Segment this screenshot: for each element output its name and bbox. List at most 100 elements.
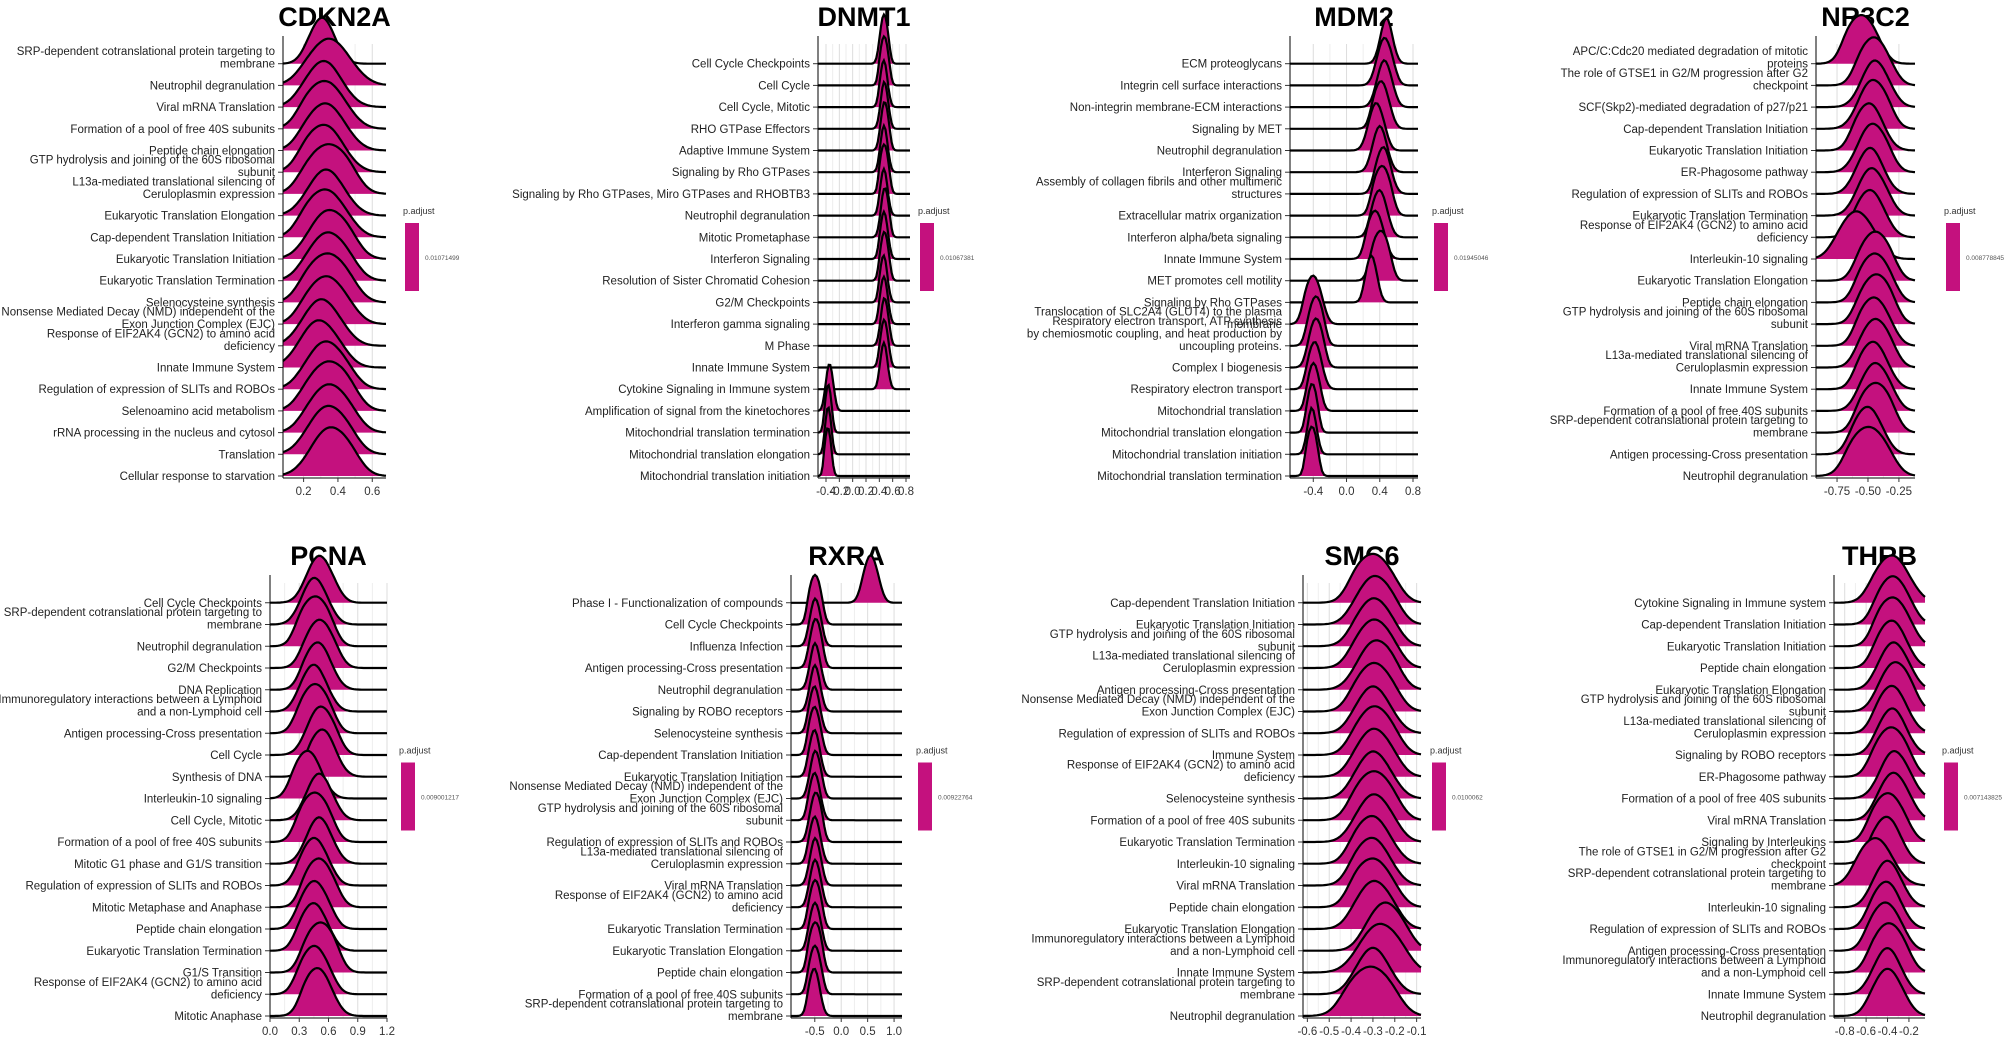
pathway-label: Interferon alpha/beta signaling [1127,232,1282,244]
x-tick-label: -0.4 [1341,1026,1361,1038]
ridge-line [1290,188,1418,239]
pathway-label: The role of GTSE1 in G2/M progression af… [1561,68,1808,80]
pathway-label: and a non-Lymphoid cell [137,707,262,719]
pathway-label: Cytokine Signaling in Immune system [1634,598,1826,610]
ridge-line [1303,727,1422,778]
ridge-line [1834,641,1926,691]
pathway-label: Interleukin-10 signaling [144,794,262,806]
pathway-label: Regulation of expression of SLITs and RO… [38,384,275,396]
pathway-label: Non-integrin membrane-ECM interactions [1070,102,1282,114]
pathway-label: Peptide chain elongation [657,968,783,980]
ridge-fill [818,319,910,368]
pathway-label: subunit [1789,707,1827,719]
pathway-label: Mitotic G1 phase and G1/S transition [74,859,262,871]
ridge-line [1303,639,1422,691]
ridge-line [818,166,910,217]
ridge-fill [270,596,387,647]
pathway-label: Viral mRNA Translation [664,881,783,893]
x-tick-label: 0.6 [885,486,901,498]
legend-value: 0.00922764 [938,795,973,802]
ridge-fill [791,969,902,1016]
pathway-label: Formation of a pool of free 40S subunits [1621,794,1826,806]
pathway-label: by chemiosmotic coupling, and heat produ… [1027,328,1282,340]
pathway-label: Response of EIF2AK4 (GCN2) to amino acid [1580,220,1808,232]
pathway-label: structures [1232,189,1283,201]
pathway-label: Signaling by ROBO receptors [632,707,783,719]
pathway-label: Complex I biogenesis [1172,363,1282,375]
ridge-line [818,209,910,261]
pathway-label: L13a-mediated translational silencing of [1092,651,1295,663]
ridge-line [791,617,902,670]
ridge-fill [818,298,910,346]
ridge-line [282,208,387,260]
pathway-label: Response of EIF2AK4 (GCN2) to amino acid [34,977,262,989]
ridge-line [818,187,910,239]
ridge-line [1834,859,1926,909]
ridge-fill [270,968,387,1016]
ridge-line [791,814,902,865]
ridge-line [1834,661,1926,713]
ridge-fill [283,144,386,194]
ridge-line [818,122,910,174]
pathway-label: deficiency [224,341,275,353]
pathway-label: The role of GTSE1 in G2/M progression af… [1579,846,1826,858]
ridge-fill [270,642,387,690]
ridge-line [1816,381,1916,434]
pathway-label: Formation of a pool of free 40S subunits [578,989,783,1001]
pathway-label: deficiency [732,902,783,914]
pathway-label: Eukaryotic Translation Initiation [1667,641,1826,653]
pathway-label: Response of EIF2AK4 (GCN2) to amino acid [47,328,275,340]
ridge-line [791,836,902,887]
pathway-label: Cell Cycle Checkpoints [144,598,262,610]
pathway-label: Ceruloplasmin expression [143,189,275,201]
pathway-label: subunit [1771,319,1809,331]
pathway-label: and a non-Lymphoid cell [1170,946,1295,958]
pathway-label: Translocation of SLC2A4 (GLUT4) to the p… [1034,307,1282,319]
pathway-label: DNA Replication [178,685,262,697]
legend-value: 0.0100062 [1452,795,1483,802]
pathway-label: Signaling by Rho GTPases, Miro GTPases a… [512,189,810,201]
ridge-line [1290,164,1418,217]
ridge-line [282,252,387,304]
pathway-label: Immunoregulatory interactions between a … [0,694,262,706]
x-tick-label: -0.2 [1899,1026,1919,1038]
pathway-label: Signaling by Interleukins [1701,837,1826,849]
pathway-label: Interleukin-10 signaling [1708,902,1826,914]
ridge-line [282,340,387,391]
panel-title: MDM2 [1314,2,1394,32]
ridge-line [1815,425,1916,477]
x-tick-label: 1.2 [379,1026,395,1038]
ridge-line [1816,36,1916,87]
ridge-line [817,363,910,412]
ridge-line [1834,596,1926,648]
ridge-fill [1303,576,1421,625]
ridge-line [270,944,387,996]
pathway-label: SCF(Skp2)-mediated degradation of p27/p2… [1578,102,1808,114]
pathway-label: Mitochondrial translation initiation [640,471,810,483]
x-tick-label: 0.6 [321,1026,337,1038]
pathway-label: Cap-dependent Translation Initiation [1110,598,1295,610]
ridge-fill [818,255,910,303]
pathway-label: membrane [1753,428,1808,440]
legend-title: p.adjust [1944,206,1976,216]
pathway-label: Formation of a pool of free 40S subunits [57,837,262,849]
pathway-label: Peptide chain elongation [149,146,275,158]
ridge-line [1816,188,1915,239]
ridge-line [282,168,387,217]
x-tick-label: 0.5 [860,1026,876,1038]
ridge-line [817,382,910,434]
ridge-fill [283,427,386,476]
legend-title: p.adjust [1942,746,1974,756]
x-tick-label: -0.4 [1878,1026,1898,1038]
ridge-line [282,383,387,434]
ridge-line [818,142,910,195]
ridge-fill [1816,231,1915,281]
ridge-line [1816,296,1916,347]
ridge-line [282,319,386,369]
pathway-label: Immunoregulatory interactions between a … [1031,933,1295,945]
ridge-line [270,595,387,648]
pathway-label: Eukaryotic Translation Initiation [116,254,275,266]
pathway-label: Mitotic Prometaphase [699,232,810,244]
ridge-fill [1834,968,1925,1016]
x-tick-label: 0.9 [350,1026,366,1038]
